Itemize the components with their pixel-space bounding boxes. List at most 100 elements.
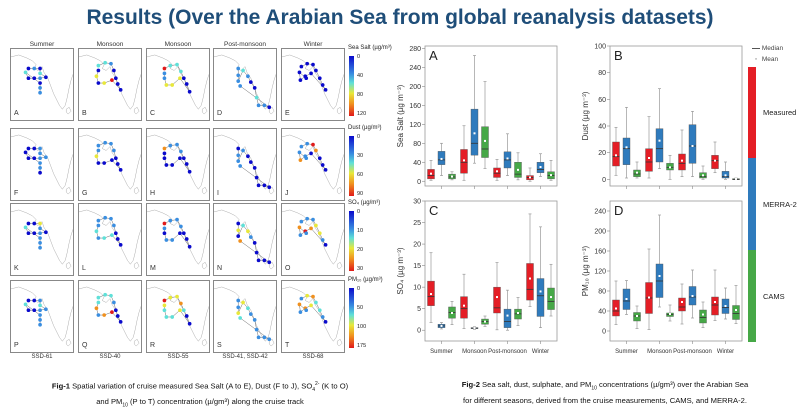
sample-point [113, 76, 118, 81]
sample-point [236, 234, 241, 238]
caption-text: and PM [96, 397, 123, 407]
box-merra-2 [622, 137, 631, 165]
sample-point [168, 295, 173, 300]
panel-letter: R [150, 342, 156, 349]
sample-point [314, 148, 318, 153]
sample-point [317, 308, 322, 313]
sample-point [298, 310, 303, 314]
sample-point [305, 293, 310, 298]
sri-lanka-outline [268, 106, 275, 115]
sample-point [113, 231, 118, 236]
sample-point [323, 167, 328, 172]
sri-lanka-outline [65, 261, 72, 270]
panel-letter: O [285, 265, 291, 272]
coastline [11, 54, 73, 110]
mean-marker [550, 296, 552, 299]
sample-point [305, 61, 310, 66]
colorbar-tick: 100 [357, 324, 367, 330]
sample-point [175, 294, 179, 299]
colorbar-title: PM₁₀ (µg/m³) [348, 277, 383, 283]
panel-letter: D [614, 203, 623, 218]
sample-point [23, 150, 28, 155]
sample-point [236, 221, 241, 226]
sample-point [254, 95, 259, 100]
mean-marker [550, 174, 552, 177]
mean-marker [529, 277, 531, 280]
y-tick-label: 25 [413, 220, 421, 227]
panel-letter: F [14, 190, 19, 197]
sample-point [26, 298, 31, 303]
sample-point [236, 159, 241, 163]
y-tick-label: 0 [417, 179, 421, 186]
legend-label-merra2: MERRA-2 [763, 200, 797, 209]
mean-marker [669, 166, 671, 169]
sample-point [38, 81, 42, 85]
panel-letter: I [217, 190, 219, 197]
map-panel-l: L [78, 203, 142, 276]
mean-marker [615, 307, 617, 310]
x-tick-label: Summer [430, 349, 453, 355]
mean-marker [430, 293, 432, 296]
box-cams [547, 287, 555, 310]
sample-point [262, 258, 267, 263]
sample-point [102, 313, 107, 317]
sample-point [267, 337, 272, 342]
sample-point [178, 231, 182, 236]
sample-point [102, 81, 107, 85]
sri-lanka-outline [336, 261, 343, 270]
sample-point [38, 66, 42, 71]
mean-marker [658, 275, 661, 277]
map-panel-m: M [146, 203, 210, 276]
sample-point [246, 154, 250, 159]
cruise-track-map [11, 286, 73, 347]
mean-marker [496, 296, 498, 299]
season-label: Monsoon [96, 41, 124, 48]
mean-marker [658, 139, 661, 142]
x-tick-label: Winter [532, 349, 549, 355]
y-tick-label: 120 [594, 269, 606, 276]
map-panel-n: N [213, 203, 277, 276]
sample-point [298, 158, 303, 162]
sample-point [309, 303, 313, 308]
panel-letter: Q [82, 342, 88, 349]
colorbar-title: Dust (µg/m³) [348, 125, 382, 131]
sample-point [96, 236, 101, 240]
sample-point [184, 314, 189, 318]
sample-point [256, 335, 261, 340]
panel-letter: S [217, 342, 222, 349]
caption-text: concentrations (µ/gm³) over the Arabian … [596, 380, 749, 389]
sample-point [162, 221, 167, 226]
map-panel-j: J [281, 128, 345, 201]
sample-point [314, 300, 318, 305]
sample-point [94, 229, 99, 234]
coastline [11, 209, 73, 265]
colorbar-tick: 80 [357, 92, 364, 98]
map-panel-t: T [281, 280, 345, 353]
cruise-track-map [147, 134, 209, 195]
colorbar-tick: 40 [357, 73, 364, 79]
sample-point [311, 142, 315, 147]
sample-point [236, 79, 241, 83]
sample-point [246, 74, 250, 79]
coastline [214, 209, 276, 265]
cruise-track-map [214, 134, 276, 195]
sri-lanka-outline [133, 106, 140, 115]
sample-point [179, 301, 183, 306]
box-merra-2 [655, 128, 664, 163]
sample-point [297, 150, 302, 155]
box-measured [711, 155, 719, 169]
sample-point [267, 260, 272, 265]
mean-marker [714, 301, 716, 303]
cruise-track-map [79, 209, 141, 270]
box-measured [526, 263, 534, 301]
box-measured [612, 141, 620, 167]
cruise-track-map [147, 286, 209, 347]
mean-marker [636, 315, 638, 317]
sample-point [102, 161, 107, 165]
sample-point [96, 148, 101, 153]
coastline [11, 286, 73, 342]
map-panel-r: R [146, 280, 210, 353]
y-tick-label: 40 [598, 124, 606, 131]
y-tick-label: 200 [594, 229, 606, 236]
sample-point [178, 156, 182, 161]
